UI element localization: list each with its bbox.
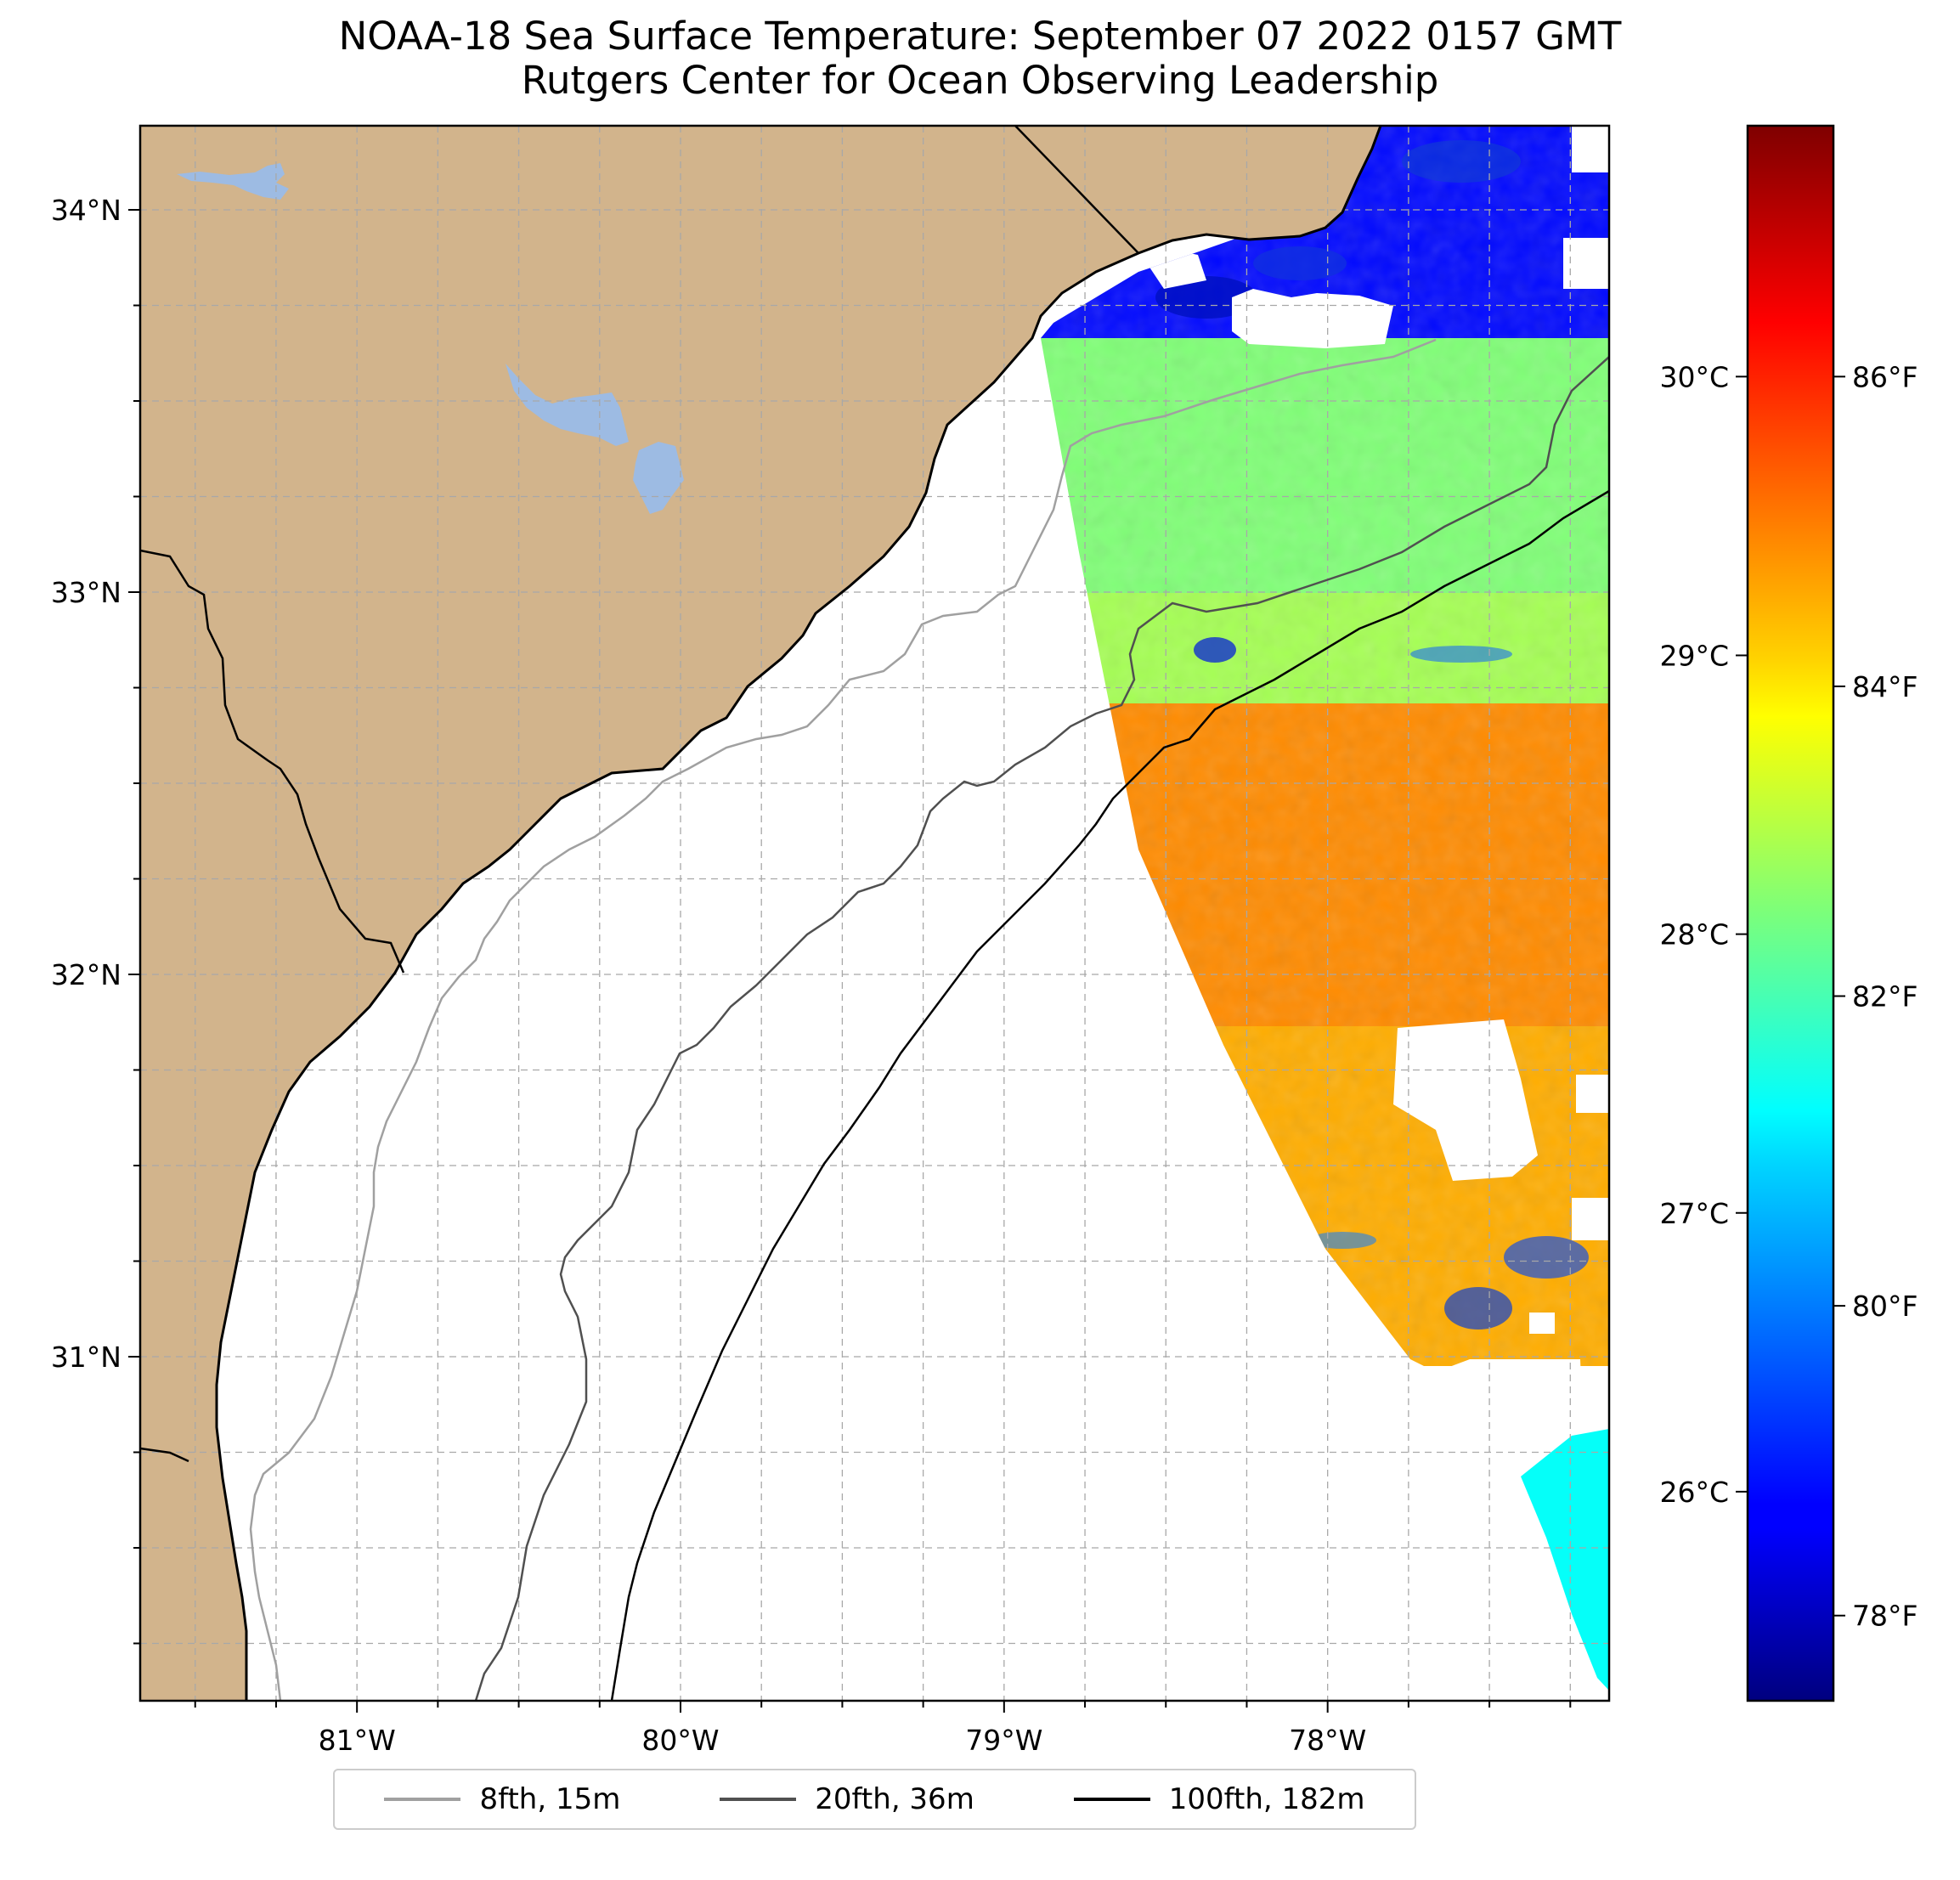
cold-patch (1253, 246, 1347, 280)
sst-swath-south (1521, 1429, 1609, 1691)
cold-patch (1402, 140, 1521, 183)
chart-title: NOAA-18 Sea Surface Temperature: Septemb… (338, 14, 1622, 59)
cloud-mask (1563, 238, 1609, 289)
legend-label: 8fth, 15m (479, 1782, 621, 1816)
cloud-mask (1529, 1313, 1555, 1334)
legend-item-20fth: 20fth, 36m (720, 1782, 974, 1816)
x-axis: 81°W 80°W 79°W 78°W (194, 1701, 1572, 1757)
chart-subtitle: Rutgers Center for Ocean Observing Leade… (521, 58, 1439, 103)
colorbar (1746, 124, 1835, 1702)
legend-item-100fth: 100fth, 182m (1073, 1782, 1365, 1816)
cloud-mask (1232, 289, 1393, 348)
lake-icon (506, 364, 629, 446)
cold-patch (1410, 646, 1512, 663)
legend-line-icon (1073, 1798, 1150, 1801)
y-tick-label: 33°N (51, 576, 121, 609)
cloud-mask (1572, 1198, 1609, 1240)
celsius-tick-label: 30°C (1659, 360, 1729, 393)
cold-patch (1504, 1236, 1589, 1279)
fahrenheit-tick-label: 82°F (1852, 980, 1918, 1013)
graticule (140, 126, 1609, 1701)
legend-label: 20fth, 36m (815, 1782, 974, 1816)
legend-item-8fth: 8fth, 15m (384, 1782, 620, 1816)
cold-patch (1308, 1232, 1376, 1249)
celsius-tick-label: 28°C (1659, 918, 1729, 951)
celsius-tick-label: 29°C (1659, 639, 1729, 672)
x-tick-label: 79°W (965, 1724, 1042, 1757)
cold-patch (1444, 1287, 1512, 1330)
y-tick-label: 34°N (51, 194, 121, 227)
cloud-mask (1572, 126, 1609, 172)
cloud-mask (1576, 1075, 1609, 1113)
isobath-legend: 8fth, 15m 20fth, 36m 100fth, 182m (333, 1769, 1416, 1830)
colorbar-fahrenheit-axis: 86°F 84°F 82°F 80°F 78°F (1833, 360, 1918, 1633)
state-border (1014, 126, 1139, 254)
lake-icon (633, 442, 684, 514)
isobath-100fth (610, 489, 1609, 1701)
legend-line-icon (720, 1798, 797, 1801)
coastline (215, 126, 1382, 1701)
state-border (140, 1447, 189, 1463)
y-tick-label: 31°N (51, 1341, 121, 1374)
legend-label: 100fth, 182m (1168, 1782, 1365, 1816)
y-axis: 34°N 33°N 32°N 31°N (51, 194, 140, 1645)
fahrenheit-tick-label: 84°F (1852, 670, 1918, 703)
x-tick-label: 80°W (641, 1724, 719, 1757)
x-tick-label: 81°W (319, 1724, 396, 1757)
cloud-mask (1393, 1019, 1538, 1181)
cold-patch (1194, 637, 1236, 663)
state-border (140, 549, 405, 974)
land-coastline (140, 126, 1381, 1701)
x-tick-label: 78°W (1289, 1724, 1366, 1757)
colorbar-celsius-axis: 30°C 29°C 28°C 27°C 26°C (1659, 360, 1748, 1509)
map-frame (138, 124, 1611, 1702)
y-tick-label: 32°N (51, 958, 121, 991)
fahrenheit-tick-label: 78°F (1852, 1600, 1918, 1633)
legend-line-icon (384, 1798, 461, 1801)
celsius-tick-label: 27°C (1659, 1197, 1729, 1230)
isobath-8fth (249, 338, 1437, 1701)
isobath-20fth (474, 356, 1609, 1701)
lake-icon (177, 163, 289, 200)
fahrenheit-tick-label: 80°F (1852, 1290, 1918, 1323)
fahrenheit-tick-label: 86°F (1852, 360, 1918, 393)
celsius-tick-label: 26°C (1659, 1476, 1729, 1509)
